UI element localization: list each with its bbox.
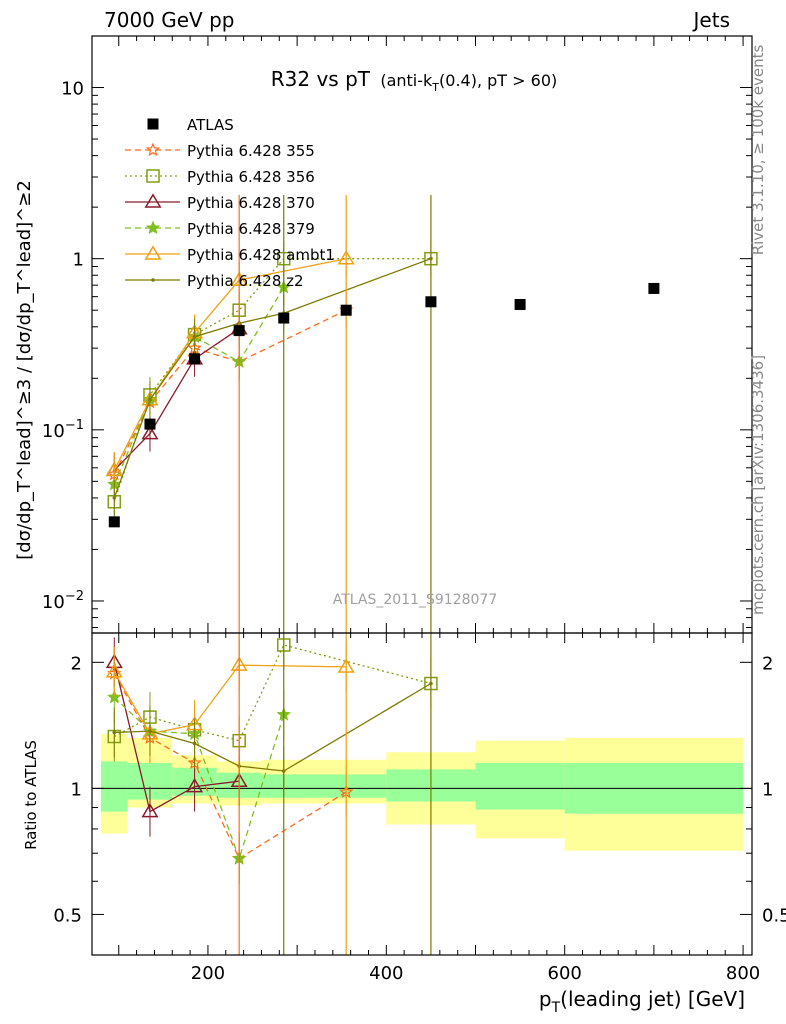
chart-title-sub-sub: T — [431, 81, 439, 94]
ratio-point-z2 — [192, 741, 197, 746]
legend-marker-ambt1 — [144, 245, 162, 260]
chart-title: R32 vs pT (anti-kT(0.4), pT > 60) — [271, 67, 558, 94]
chart-title-main: R32 vs pT — [271, 67, 371, 91]
ratio-point-379 — [107, 689, 122, 704]
ratio-point-z2 — [148, 729, 152, 733]
uncertainty-band-green-0 — [100, 761, 128, 812]
legend-label-355: Pythia 6.428 355 — [187, 142, 315, 160]
legend-label-356: Pythia 6.428 356 — [187, 168, 315, 186]
atlas-data-point — [340, 304, 352, 316]
legend-label-ambt1: Pythia 6.428 ambt1 — [187, 246, 335, 264]
legend-label-370: Pythia 6.428 370 — [187, 194, 315, 212]
series-layer — [105, 195, 438, 955]
point-z2 — [148, 397, 152, 402]
ratio-tick-label: 2 — [71, 653, 82, 674]
atlas-data-point — [189, 353, 201, 365]
x-axis-label: pT(leading jet) [GeV] — [539, 987, 745, 1016]
x-axis-label-pre: p — [539, 987, 552, 1011]
x-axis-label-post: (leading jet) [GeV] — [560, 987, 745, 1011]
rivet-label: Rivet 3.1.10, ≥ 100k events — [749, 45, 767, 256]
x-tick-label: 800 — [726, 963, 760, 984]
point-z2 — [112, 496, 117, 500]
ratio-line-z2 — [114, 682, 432, 772]
uncertainty-band-green-7 — [475, 762, 565, 810]
atlas-data-point — [144, 418, 156, 430]
chart-title-sub-post: (0.4), pT > 60) — [439, 71, 557, 90]
header-right: Jets — [692, 8, 730, 32]
atlas-data-point — [425, 296, 437, 308]
y-axis-label: [dσ/dp_T^lead]^≥3 / [dσ/dp_T^lead]^≥2 — [14, 180, 35, 560]
x-tick-label: 200 — [191, 963, 225, 984]
y-tick-label: 10−2 — [42, 589, 84, 613]
legend-marker-379 — [145, 220, 161, 235]
atlas-data-point — [514, 298, 526, 310]
ratio-line-370 — [113, 662, 240, 813]
ratio-tick-label-right: 2 — [762, 653, 773, 674]
ratio-tick-label-right: 0.5 — [762, 905, 786, 926]
y-tick-label: 10 — [61, 79, 84, 100]
axes-layer: 200 400 600 800 10−2 10−1 1 10 0.5 0.5 1 1 2 2 — [42, 35, 786, 984]
legend-marker-355 — [145, 142, 161, 157]
x-axis-label-sub: T — [551, 1000, 561, 1016]
legend-label-z2: Pythia 6.428 z2 — [187, 272, 304, 290]
legend-marker-370 — [144, 193, 162, 208]
ratio-point-ambt1 — [105, 662, 123, 678]
atlas-data-point — [278, 312, 290, 324]
series-line-379 — [113, 286, 285, 485]
point-370 — [141, 424, 159, 440]
ratio-tick-label: 1 — [71, 779, 82, 800]
y-tick-label: 1 — [73, 250, 84, 271]
series-line-356 — [113, 258, 431, 502]
mcplots-label: mcplots.cern.ch [arXiv:1306.3436] — [749, 355, 767, 615]
series-line-370 — [113, 328, 240, 471]
ratio-axis-label: Ratio to ATLAS — [22, 740, 40, 850]
y-tick-label: 10−1 — [42, 418, 84, 442]
legend-label-atlas: ATLAS — [187, 116, 234, 134]
legend: ATLAS Pythia 6.428 355 Pythia 6.428 356 Pyt… — [125, 116, 335, 290]
atlas-data-layer — [108, 282, 660, 528]
legend-marker-z2 — [151, 278, 155, 282]
point-ambt1 — [105, 461, 123, 477]
ratio-point-370 — [186, 777, 204, 793]
atlas-data-point — [648, 282, 660, 294]
atlas-data-point — [108, 516, 120, 528]
legend-marker-356 — [146, 169, 160, 183]
chart-title-sub-pre: (anti-k — [380, 71, 433, 90]
ratio-line-356 — [113, 644, 432, 742]
legend-label-379: Pythia 6.428 379 — [187, 220, 315, 238]
header-left: 7000 GeV pp — [104, 8, 235, 32]
ratio-point-z2 — [112, 730, 117, 735]
ratio-tick-label-right: 1 — [762, 779, 773, 800]
series-line-z2 — [113, 258, 432, 499]
analysis-watermark: ATLAS_2011_S9128077 — [333, 592, 498, 608]
point-z2 — [192, 334, 197, 339]
x-tick-label: 600 — [548, 963, 582, 984]
ratio-tick-label: 0.5 — [53, 905, 82, 926]
atlas-data-point — [233, 325, 245, 337]
ratio-point-370 — [141, 802, 159, 818]
legend-marker-atlas — [147, 118, 159, 130]
x-tick-label: 400 — [369, 963, 403, 984]
